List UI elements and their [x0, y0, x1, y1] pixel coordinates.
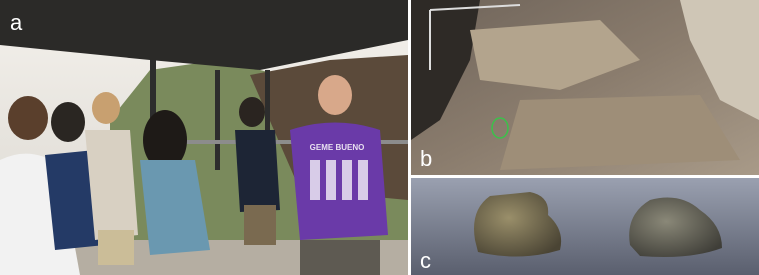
divider	[408, 0, 411, 275]
shorts	[300, 240, 380, 275]
panel-label: a	[10, 10, 23, 35]
excavation-area	[500, 95, 740, 170]
panel-label: c	[420, 248, 431, 273]
panel-label: b	[420, 146, 432, 171]
panel-c: c	[411, 178, 759, 275]
page: {"panels": [ {"label": "a", "shirt_text"…	[0, 0, 759, 275]
person-head	[8, 96, 48, 140]
panel-a: GEME BUENO a	[0, 0, 408, 275]
figure: GEME BUENO a b c	[0, 0, 759, 275]
person-body	[235, 130, 280, 212]
shirt-text: GEME BUENO	[310, 143, 365, 152]
shorts	[98, 230, 134, 265]
person-head	[318, 75, 352, 115]
person-head	[239, 97, 265, 127]
post	[215, 70, 220, 170]
shorts	[244, 205, 276, 245]
divider	[411, 175, 759, 178]
person-body	[290, 123, 388, 241]
person-head	[51, 102, 85, 142]
panel-b: b	[411, 0, 759, 175]
person-head	[92, 92, 120, 124]
